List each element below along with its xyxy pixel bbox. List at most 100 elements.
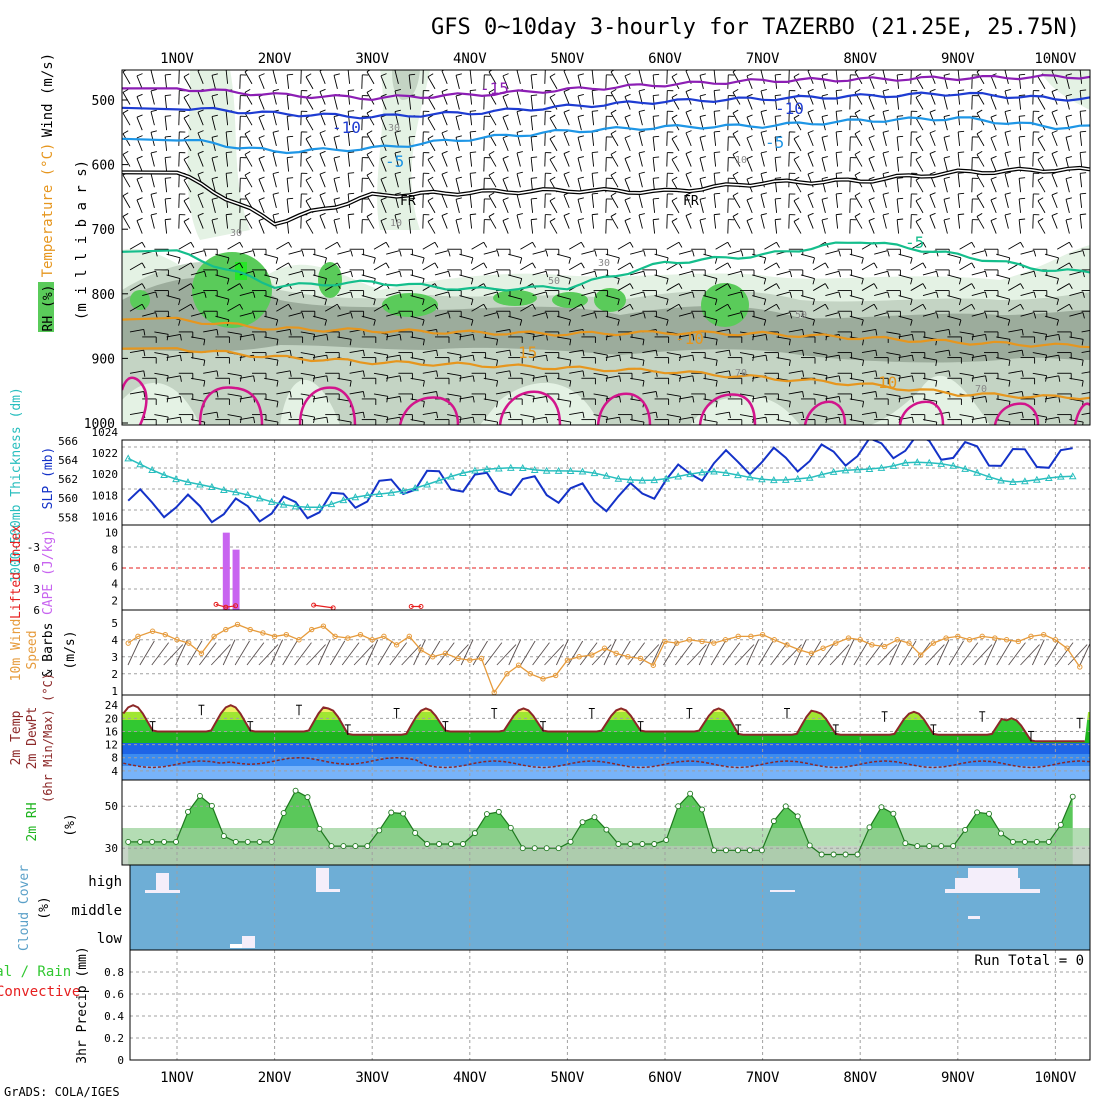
wind-barb-10m (961, 643, 978, 665)
wind-barb-10m (426, 641, 440, 665)
wind-barb-10m (342, 643, 359, 665)
wind-barb-flag (958, 111, 964, 112)
contour-label: -15 (480, 79, 509, 98)
wind-barb-flag (958, 193, 964, 194)
upper-ytick-label: 700 (92, 223, 115, 238)
rh-label: 70 (735, 368, 747, 379)
rh2m-point (305, 795, 310, 800)
wind-barb-flag (287, 198, 293, 199)
rh2m-point (389, 810, 394, 815)
wind-barb-flag (348, 111, 354, 112)
wind-barb-10m (854, 641, 868, 665)
li-tick-label: 0 (33, 562, 40, 575)
wind-barb-flag (165, 219, 171, 220)
ylabel-temp-3: (6hr Min/Max) (°C) (41, 673, 55, 803)
rh-label: 50 (795, 310, 807, 321)
li-line (214, 602, 423, 610)
rh2m-point (1010, 839, 1015, 844)
wind-barb-flag (714, 90, 720, 91)
li-tick-label: 6 (33, 604, 40, 617)
wind-barb-flag (653, 198, 659, 199)
wind-barb-flag (409, 136, 415, 137)
rh2m-point (604, 827, 609, 832)
wind-speed-line (126, 622, 1082, 694)
ylabel-wind-3: & Barbs (41, 623, 56, 678)
day-label-top: 4NOV (453, 51, 487, 67)
wind-barb-flag (714, 111, 720, 112)
rh2m-point (903, 841, 908, 846)
precip-tick-label: 0.6 (104, 988, 124, 1001)
wind-barb-flag (836, 152, 842, 153)
cape-tick-label: 8 (111, 544, 118, 557)
cape-tick-label: 6 (111, 561, 118, 574)
wind-barb-10m (521, 641, 535, 665)
cape-tick-label: 10 (105, 527, 118, 540)
wind-barb-10m (842, 640, 854, 665)
wind-barb-flag (897, 219, 903, 220)
cloud-panel: high middle low Cloud Cover (%) (17, 865, 1090, 951)
day-label-bottom: 4NOV (453, 1070, 487, 1086)
temp-tick-label: 24 (105, 699, 119, 712)
wind-barb-flag (1095, 329, 1096, 335)
cape-bar (233, 550, 240, 610)
rh2m-fill (122, 780, 1090, 865)
wind-barb-flag (653, 95, 659, 96)
wind-barb-flag (287, 74, 293, 75)
contour-label: -5 (765, 133, 784, 152)
rh2m-point (819, 852, 824, 857)
thick-tick-label: 558 (58, 511, 78, 524)
precip-panel-frame (130, 950, 1090, 1060)
wind-barb-flag (348, 173, 354, 174)
band-blue3 (122, 766, 1090, 780)
wind-barb-flag (287, 136, 293, 137)
wind-barb-10m (711, 641, 725, 665)
rh-label: 30 (598, 258, 610, 269)
wind-barb-flag (775, 74, 781, 75)
wind-barb-flag (409, 219, 415, 220)
rh2m-point (150, 839, 155, 844)
wind-barb-flag (897, 136, 903, 137)
ylabel-wind-1: 10m Wind (9, 619, 24, 682)
rh-bright-8 (701, 283, 749, 327)
rh2m-point (508, 825, 513, 830)
li-tick-label: 3 (33, 583, 40, 596)
rh2m-point (628, 842, 633, 847)
rh-label: 30 (388, 123, 400, 134)
credit-text: GrADS: COLA/IGES (4, 1085, 120, 1099)
wind-barb-flag (653, 178, 659, 179)
ylabel-wind: Wind (m/s) (40, 53, 56, 137)
wind-barb-10m (378, 641, 392, 665)
day-label-bottom: 10NOV (1034, 1070, 1077, 1086)
rh-label: 50 (548, 276, 560, 287)
wind-barb-flag (287, 178, 293, 179)
day-label-bottom: 9NOV (941, 1070, 975, 1086)
wind-barb-flag (531, 219, 537, 220)
wind-barb-flag (409, 178, 415, 179)
day-label-bottom: 8NOV (843, 1070, 877, 1086)
wind-barb-10m (568, 641, 582, 665)
rh2m-point (209, 803, 214, 808)
wind-barb-flag (958, 214, 964, 215)
wind-barb-flag (1019, 136, 1025, 137)
rh2m-point (185, 809, 190, 814)
wind-barb-flag (653, 157, 659, 158)
wind-barb-flag (836, 111, 842, 112)
wind-barb-flag (653, 116, 659, 117)
temp-tick-label: 20 (105, 712, 118, 725)
wind-barb (1094, 254, 1100, 258)
rh2m-point (544, 846, 549, 851)
wind-barb-flag (1080, 131, 1086, 132)
wind-barb-flag (836, 173, 842, 174)
wind-barb-flag (409, 157, 415, 158)
wind-barb-10m (283, 641, 297, 665)
rh-label: 10 (390, 218, 402, 229)
wind-barb-flag (226, 152, 232, 153)
wind-barb-10m (509, 640, 521, 665)
wind-barb-flag (653, 219, 659, 220)
wind-barb-flag (165, 136, 171, 137)
contour-label: 15 (518, 343, 537, 362)
rh2m-point (162, 839, 167, 844)
rh2m-point (269, 839, 274, 844)
